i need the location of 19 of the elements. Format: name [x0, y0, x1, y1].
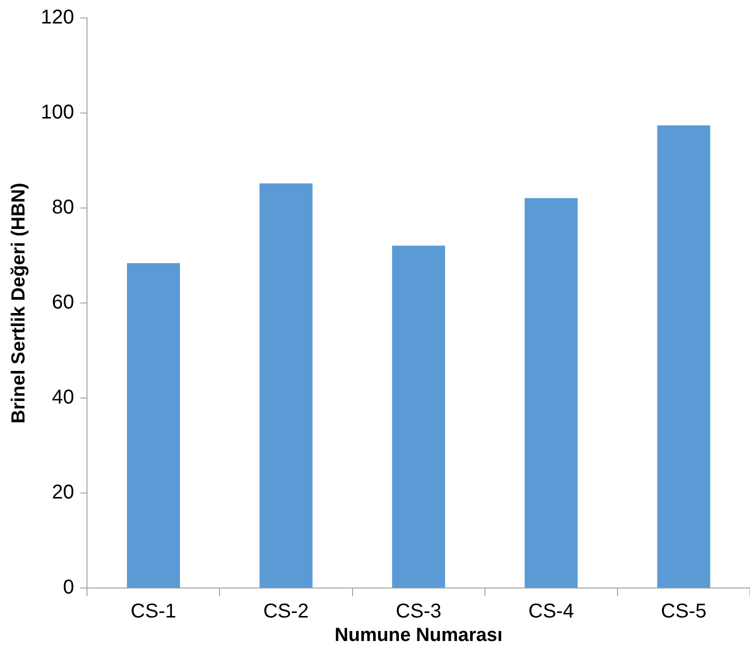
y-axis-title: Brinel Sertlik Değeri (HBN): [8, 182, 30, 424]
bar: [126, 263, 180, 588]
x-tick-label: CS-3: [396, 600, 442, 623]
bar: [524, 198, 578, 588]
x-tick-label: CS-1: [130, 600, 176, 623]
y-tick-label: 40: [52, 386, 74, 409]
y-tick-label: 0: [63, 576, 74, 599]
bar: [657, 125, 710, 588]
y-tick-label: 60: [52, 292, 74, 314]
x-axis-title: Numune Numarası: [334, 624, 503, 646]
y-tick-label: 20: [52, 482, 74, 504]
x-tick-label: CS-4: [528, 600, 574, 623]
x-tick-label: CS-2: [263, 600, 309, 623]
y-tick-label: 120: [40, 6, 74, 29]
x-tick-label: CS-5: [660, 600, 707, 623]
y-tick-label: 100: [40, 102, 74, 124]
bar: [392, 246, 446, 588]
bar: [260, 183, 313, 588]
y-tick-label: 80: [52, 196, 74, 219]
